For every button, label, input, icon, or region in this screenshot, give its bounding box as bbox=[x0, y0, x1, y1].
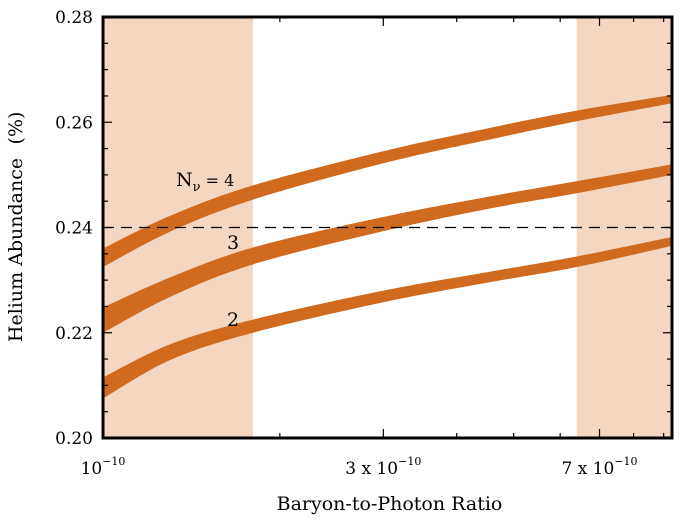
y-tick-label-0: 0.20 bbox=[55, 429, 93, 449]
annotation-nu-3: 3 bbox=[227, 232, 239, 254]
annotation-nu-4: Nν = 4 bbox=[176, 169, 234, 195]
y-axis-title: Helium Abundance bbox=[5, 158, 27, 342]
x-tick-label-0: 10−10 bbox=[81, 455, 126, 479]
y-tick-label-1: 0.22 bbox=[55, 324, 93, 344]
tick-labels: 0.20 0.22 0.24 0.26 0.28 10−10 3 x 10−10 7 x 10… bbox=[55, 8, 637, 479]
band-nu-2 bbox=[103, 236, 672, 399]
x-tick-label-1: 3 x 10−10 bbox=[345, 455, 421, 479]
y-tick-label-2: 0.24 bbox=[55, 219, 93, 239]
band-nu-4 bbox=[103, 94, 672, 267]
x-tick-label-2: 7 x 10−10 bbox=[561, 455, 637, 479]
y-tick-label-3: 0.26 bbox=[55, 113, 93, 133]
band-series bbox=[103, 94, 672, 399]
band-nu-3 bbox=[103, 164, 672, 333]
annotation-nu-2: 2 bbox=[227, 309, 239, 331]
y-tick-label-4: 0.28 bbox=[55, 8, 93, 28]
x-axis-title: Baryon-to-Photon Ratio bbox=[277, 493, 503, 515]
plot-frame bbox=[101, 15, 674, 440]
y-axis-unit: (%) bbox=[5, 112, 27, 145]
